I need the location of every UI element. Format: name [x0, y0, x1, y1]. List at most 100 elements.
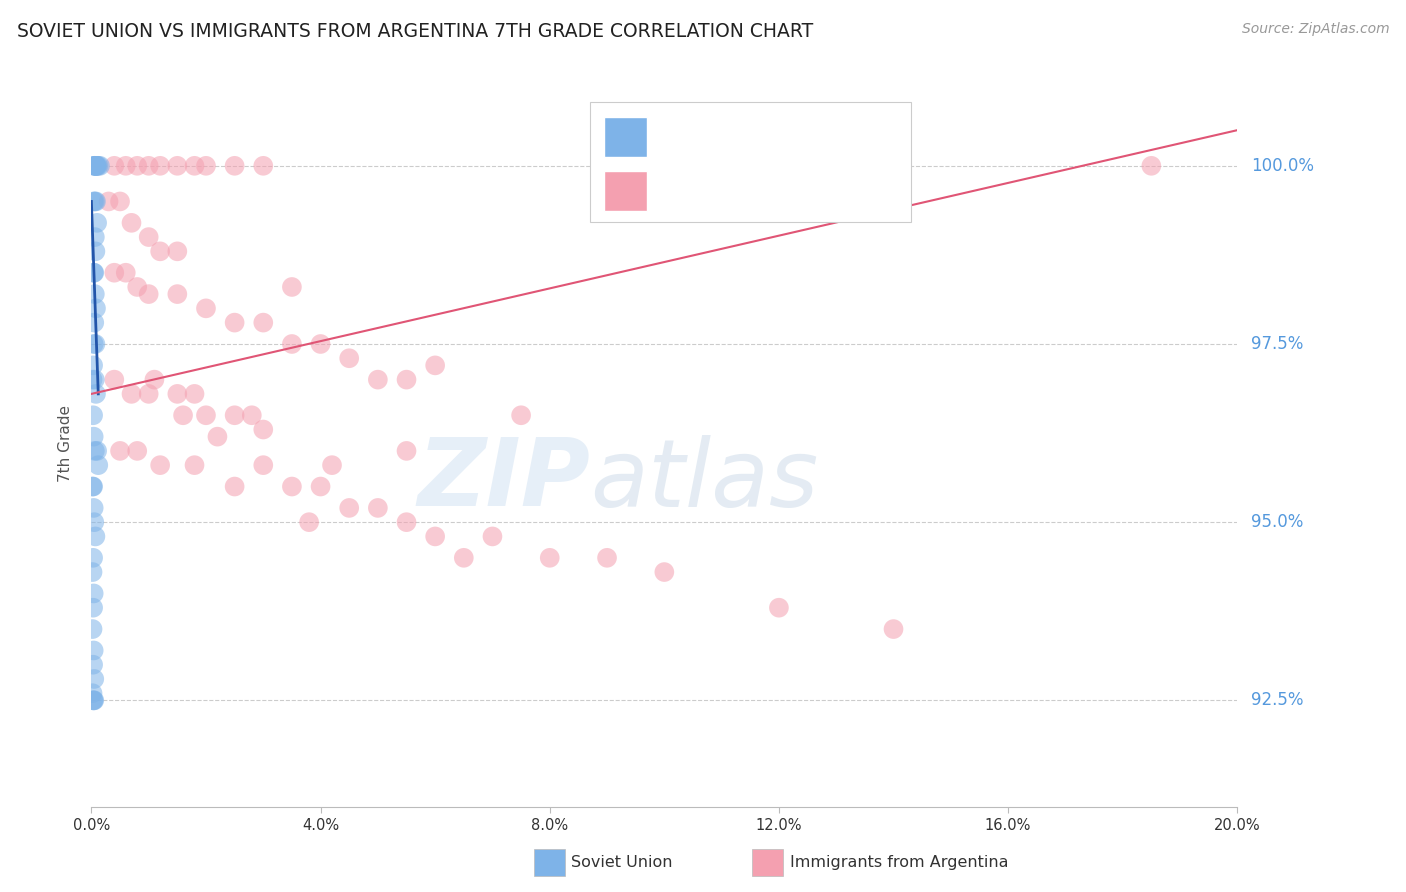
Point — [166, 287, 188, 301]
Point — [83, 337, 105, 351]
Point — [207, 430, 229, 444]
Point — [166, 244, 188, 259]
Point — [86, 159, 108, 173]
Point — [84, 159, 107, 173]
Point — [252, 423, 274, 437]
Point — [138, 230, 160, 244]
Point — [367, 500, 389, 515]
Point — [84, 159, 107, 173]
Point — [224, 409, 246, 423]
Point — [83, 316, 105, 330]
Point — [652, 565, 675, 579]
Point — [481, 529, 503, 543]
Point — [103, 159, 125, 173]
Point — [82, 686, 104, 700]
Point — [423, 359, 446, 373]
Point — [82, 409, 104, 423]
Point — [166, 159, 188, 173]
Point — [86, 216, 108, 230]
Point — [83, 693, 105, 707]
FancyBboxPatch shape — [591, 102, 911, 222]
Point — [82, 373, 104, 387]
Point — [86, 159, 108, 173]
Point — [252, 458, 274, 472]
Point — [82, 550, 104, 565]
Point — [882, 622, 904, 636]
Point — [84, 529, 107, 543]
Point — [149, 458, 172, 472]
Text: 92.5%: 92.5% — [1251, 691, 1303, 709]
Point — [453, 550, 475, 565]
Point — [127, 280, 149, 294]
Y-axis label: 7th Grade: 7th Grade — [58, 405, 73, 483]
Point — [83, 443, 105, 458]
Point — [240, 409, 263, 423]
Point — [82, 600, 104, 615]
Point — [114, 266, 136, 280]
Point — [82, 359, 104, 373]
Point — [194, 301, 217, 316]
Point — [127, 443, 149, 458]
Point — [84, 301, 107, 316]
Point — [83, 430, 105, 444]
Point — [309, 479, 332, 493]
Point — [538, 550, 561, 565]
Text: SOVIET UNION VS IMMIGRANTS FROM ARGENTINA 7TH GRADE CORRELATION CHART: SOVIET UNION VS IMMIGRANTS FROM ARGENTIN… — [17, 22, 813, 41]
Point — [82, 479, 104, 493]
Point — [138, 387, 160, 401]
Bar — [603, 171, 647, 211]
Point — [138, 159, 160, 173]
Point — [108, 443, 131, 458]
Point — [82, 565, 104, 579]
Point — [83, 643, 105, 657]
Text: Immigrants from Argentina: Immigrants from Argentina — [790, 855, 1008, 870]
Point — [149, 159, 172, 173]
Point — [83, 500, 105, 515]
Point — [83, 693, 105, 707]
Point — [768, 600, 790, 615]
Text: 95.0%: 95.0% — [1251, 513, 1303, 531]
Point — [1140, 159, 1163, 173]
Point — [108, 194, 131, 209]
Point — [183, 458, 205, 472]
Point — [183, 159, 205, 173]
Point — [194, 409, 217, 423]
Point — [83, 194, 105, 209]
Text: R = 0.389   N = 49: R = 0.389 N = 49 — [664, 128, 860, 146]
Point — [82, 657, 104, 672]
Point — [84, 159, 107, 173]
Text: Source: ZipAtlas.com: Source: ZipAtlas.com — [1241, 22, 1389, 37]
Text: R = 0.361   N = 68: R = 0.361 N = 68 — [664, 182, 860, 200]
Point — [82, 479, 104, 493]
Point — [83, 230, 105, 244]
Point — [83, 672, 105, 686]
Point — [83, 287, 105, 301]
Point — [367, 373, 389, 387]
Point — [281, 479, 304, 493]
Point — [183, 387, 205, 401]
Point — [281, 337, 304, 351]
Point — [84, 244, 107, 259]
Point — [281, 280, 304, 294]
Point — [121, 387, 143, 401]
Point — [298, 515, 321, 529]
Point — [83, 515, 105, 529]
Point — [127, 159, 149, 173]
Point — [149, 244, 172, 259]
Point — [89, 159, 111, 173]
Point — [103, 266, 125, 280]
Point — [510, 409, 533, 423]
Point — [87, 458, 110, 472]
Point — [121, 216, 143, 230]
Point — [83, 159, 105, 173]
Point — [172, 409, 194, 423]
Point — [321, 458, 343, 472]
Point — [82, 693, 104, 707]
Point — [84, 194, 107, 209]
Point — [143, 373, 166, 387]
Point — [252, 159, 274, 173]
Point — [87, 159, 110, 173]
Point — [395, 515, 418, 529]
Point — [224, 316, 246, 330]
Point — [138, 287, 160, 301]
